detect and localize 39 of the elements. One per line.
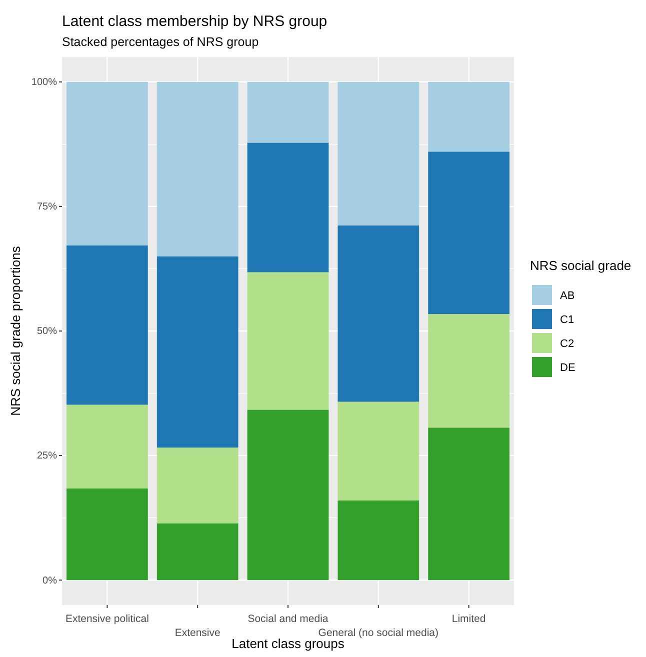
bar xyxy=(338,402,420,500)
x-tick-label: General (no social media) xyxy=(318,627,439,639)
bar xyxy=(428,82,510,152)
bar xyxy=(247,410,329,580)
x-tick-label: Social and media xyxy=(248,613,328,625)
bar xyxy=(338,500,420,580)
x-axis-title: Latent class groups xyxy=(232,636,345,651)
legend-label: C2 xyxy=(560,338,574,350)
chart-subtitle: Stacked percentages of NRS group xyxy=(62,35,259,49)
chart-title: Latent class membership by NRS group xyxy=(62,13,328,30)
bar xyxy=(338,82,420,226)
bar xyxy=(247,272,329,410)
legend-title: NRS social grade xyxy=(530,258,632,273)
bar xyxy=(338,225,420,402)
y-tick-label: 25% xyxy=(36,450,58,462)
bar xyxy=(156,82,238,256)
y-tick-label: 100% xyxy=(31,77,58,88)
bar xyxy=(66,488,148,580)
bar xyxy=(66,404,148,488)
bar xyxy=(156,523,238,580)
x-tick-label: Extensive political xyxy=(65,613,149,625)
legend-label: AB xyxy=(560,290,575,302)
bar xyxy=(156,256,238,448)
bar xyxy=(428,152,510,314)
y-tick-label: 0% xyxy=(42,575,58,586)
y-axis-title: NRS social grade proportions xyxy=(8,246,23,416)
bar xyxy=(247,142,329,272)
y-tick-label: 50% xyxy=(36,326,58,338)
bar xyxy=(428,428,510,580)
bar xyxy=(156,448,238,524)
bar xyxy=(428,314,510,428)
bar xyxy=(66,245,148,405)
bar xyxy=(247,82,329,143)
legend-label: DE xyxy=(560,362,576,374)
x-tick-label: Limited xyxy=(452,613,486,625)
bar xyxy=(66,82,148,246)
legend-label: C1 xyxy=(560,314,574,326)
y-tick-label: 75% xyxy=(36,202,58,213)
x-tick-label: Extensive xyxy=(174,627,221,639)
